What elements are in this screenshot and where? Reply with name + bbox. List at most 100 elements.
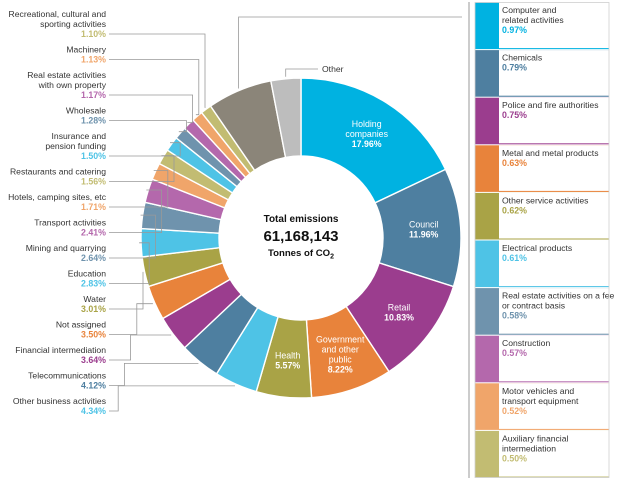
right-label-real-estate-activities-on-a-fee-or-contract-basis-0: Real estate activities on a fee bbox=[502, 291, 614, 301]
right-label-real-estate-activities-on-a-fee-or-contract-basis-1: or contract basis bbox=[502, 301, 565, 311]
right-label-auxiliary-financial-intermediation-0: Auxiliary financial bbox=[502, 433, 568, 443]
right-label-other-service-activities-0: Other service activities bbox=[502, 195, 588, 205]
left-label-financial-intermediation-0: Financial intermediation bbox=[15, 345, 106, 355]
left-label-insurance-and-pension-funding-1: pension funding bbox=[45, 141, 106, 151]
right-divider-metal-and-metal-products bbox=[499, 190, 609, 192]
right-value-motor-vehicles-and-transport-equipment: 0.52% bbox=[502, 406, 527, 416]
left-value-other-business-activities: 4.34% bbox=[81, 406, 106, 416]
center-summary: Total emissions 61,168,143 Tonnes of CO2 bbox=[263, 214, 338, 261]
left-value-recreational-cultural-and-sporting-activities: 1.10% bbox=[81, 29, 106, 39]
inner-label-government-and-other-public-2: public bbox=[329, 355, 353, 365]
center-total: 61,168,143 bbox=[263, 228, 338, 245]
leader-hotels-camping-sites-etc bbox=[109, 170, 169, 208]
right-label-bg-computer-and-related-activities bbox=[499, 2, 609, 50]
leader-restaurants-and-catering bbox=[109, 155, 175, 182]
right-label-chemicals-0: Chemicals bbox=[502, 53, 542, 63]
leader-education bbox=[109, 242, 150, 284]
leader-water bbox=[109, 271, 144, 310]
left-value-not-assigned: 3.50% bbox=[81, 330, 106, 340]
right-label-computer-and-related-activities-0: Computer and bbox=[502, 5, 557, 15]
right-label-bg-police-and-fire-authorities bbox=[499, 97, 609, 145]
right-panel-frame bbox=[474, 2, 610, 478]
right-value-real-estate-activities-on-a-fee-or-contract-basis: 0.58% bbox=[502, 311, 527, 321]
right-label-motor-vehicles-and-transport-equipment-1: transport equipment bbox=[502, 396, 579, 406]
left-value-insurance-and-pension-funding: 1.50% bbox=[81, 151, 106, 161]
inner-value-retail: 10.83% bbox=[384, 312, 414, 322]
right-value-computer-and-related-activities: 0.97% bbox=[502, 25, 527, 35]
other-slice-label: Other bbox=[322, 64, 344, 74]
right-value-electrical-products: 0.61% bbox=[502, 253, 527, 263]
right-divider-police-and-fire-authorities bbox=[499, 143, 609, 145]
left-value-education: 2.83% bbox=[81, 279, 106, 289]
leader-lines bbox=[109, 16, 462, 412]
left-label-recreational-cultural-and-sporting-activities-0: Recreational, cultural and bbox=[9, 9, 107, 19]
left-value-real-estate-activities-with-own-property: 1.17% bbox=[81, 90, 106, 100]
right-label-electrical-products-0: Electrical products bbox=[502, 243, 572, 253]
left-label-hotels-camping-sites-etc-0: Hotels, camping sites, etc bbox=[8, 192, 107, 202]
left-label-not-assigned-0: Not assigned bbox=[56, 320, 106, 330]
center-title: Total emissions bbox=[264, 214, 339, 225]
slice-other bbox=[270, 77, 302, 159]
center-units-subscript: 2 bbox=[330, 254, 334, 261]
right-label-computer-and-related-activities-1: related activities bbox=[502, 15, 564, 25]
left-value-transport-activities: 2.41% bbox=[81, 228, 106, 238]
inner-value-holding-companies: 17.96% bbox=[352, 139, 382, 149]
right-value-other-service-activities: 0.62% bbox=[502, 205, 527, 215]
left-label-wholesale-0: Wholesale bbox=[66, 106, 106, 116]
right-label-bg-other-service-activities bbox=[499, 192, 609, 240]
leader-other-business-activities bbox=[109, 385, 235, 412]
leader-transport-activities bbox=[109, 189, 162, 233]
inner-label-health-0: Health bbox=[275, 350, 301, 360]
left-label-real-estate-activities-with-own-property-1: with own property bbox=[38, 80, 107, 90]
leader-mining-and-quarrying bbox=[109, 214, 156, 259]
inner-label-government-and-other-public-0: Government bbox=[316, 335, 365, 345]
left-label-telecommunications-0: Telecommunications bbox=[28, 371, 106, 381]
left-value-telecommunications: 4.12% bbox=[81, 381, 106, 391]
leader-recreational-cultural-and-sporting-activities bbox=[109, 33, 206, 108]
right-divider-chemicals bbox=[499, 95, 609, 97]
left-value-financial-intermediation: 3.64% bbox=[81, 355, 106, 365]
leader-wholesale bbox=[109, 120, 187, 133]
inner-label-holding-companies-1: companies bbox=[345, 129, 388, 139]
donut-slices bbox=[140, 77, 462, 399]
left-label-restaurants-and-catering-0: Restaurants and catering bbox=[10, 167, 106, 177]
right-label-bg-metal-and-metal-products bbox=[499, 145, 609, 192]
left-value-restaurants-and-catering: 1.56% bbox=[81, 177, 106, 187]
left-label-insurance-and-pension-funding-0: Insurance and bbox=[52, 131, 107, 141]
leader-grouped bbox=[238, 16, 462, 89]
right-value-auxiliary-financial-intermediation: 0.50% bbox=[502, 453, 527, 463]
right-divider-electrical-products bbox=[499, 286, 609, 288]
left-label-education-0: Education bbox=[68, 269, 106, 279]
left-value-wholesale: 1.28% bbox=[81, 116, 106, 126]
right-label-bg-construction bbox=[499, 335, 609, 383]
left-value-water: 3.01% bbox=[81, 304, 106, 314]
right-value-chemicals: 0.79% bbox=[502, 63, 527, 73]
right-divider-motor-vehicles-and-transport-equipment bbox=[499, 428, 609, 430]
left-label-other-business-activities-0: Other business activities bbox=[13, 396, 106, 406]
slice-holding-companies bbox=[300, 77, 447, 204]
right-label-bg-real-estate-activities-on-a-fee-or-contract-basis bbox=[499, 288, 609, 335]
inner-value-health: 5.57% bbox=[275, 360, 300, 370]
leader-machinery bbox=[109, 59, 200, 116]
leader-insurance-and-pension-funding bbox=[109, 142, 181, 157]
left-value-hotels-camping-sites-etc: 1.71% bbox=[81, 202, 106, 212]
right-divider-auxiliary-financial-intermediation bbox=[499, 476, 609, 478]
right-label-metal-and-metal-products-0: Metal and metal products bbox=[502, 148, 599, 158]
leader-financial-intermediation bbox=[109, 334, 172, 361]
right-value-police-and-fire-authorities: 0.75% bbox=[502, 110, 527, 120]
left-value-machinery: 1.13% bbox=[81, 55, 106, 65]
inner-value-council: 11.96% bbox=[409, 230, 439, 240]
right-value-metal-and-metal-products: 0.63% bbox=[502, 158, 527, 168]
left-label-machinery-0: Machinery bbox=[66, 45, 106, 55]
left-label-water-0: Water bbox=[83, 294, 106, 304]
inner-label-council-0: Council bbox=[409, 220, 438, 230]
right-value-construction: 0.57% bbox=[502, 348, 527, 358]
left-label-real-estate-activities-with-own-property-0: Real estate activities bbox=[27, 70, 106, 80]
leader-not-assigned bbox=[109, 303, 153, 335]
right-label-police-and-fire-authorities-0: Police and fire authorities bbox=[502, 100, 599, 110]
right-divider-other-service-activities bbox=[499, 238, 609, 240]
inner-label-retail-0: Retail bbox=[388, 302, 411, 312]
